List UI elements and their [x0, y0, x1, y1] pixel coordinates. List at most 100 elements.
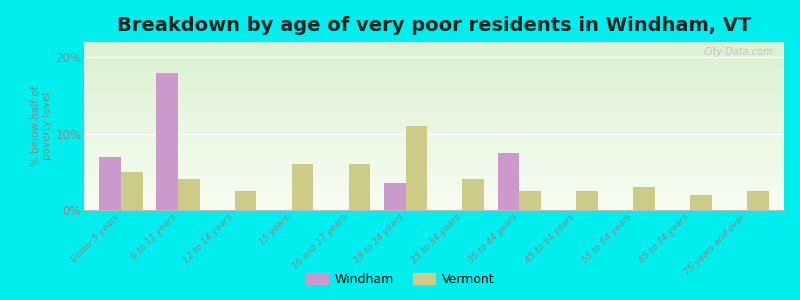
Bar — [84, 122, 784, 123]
Bar — [84, 55, 784, 56]
Bar — [84, 153, 784, 154]
Bar — [84, 93, 784, 94]
Bar — [84, 144, 784, 145]
Bar — [84, 184, 784, 185]
Bar — [84, 97, 784, 98]
Bar — [84, 160, 784, 161]
Bar — [84, 192, 784, 193]
Bar — [84, 160, 784, 161]
Bar — [84, 202, 784, 203]
Bar — [84, 105, 784, 106]
Bar — [84, 123, 784, 124]
Bar — [84, 194, 784, 195]
Bar — [84, 107, 784, 108]
Bar — [84, 120, 784, 121]
Bar — [84, 65, 784, 66]
Bar — [84, 182, 784, 183]
Bar — [84, 50, 784, 51]
Bar — [178, 179, 199, 210]
Bar — [84, 205, 784, 206]
Bar — [406, 126, 427, 210]
Bar — [84, 74, 784, 75]
Bar — [84, 89, 784, 90]
Bar — [84, 88, 784, 89]
Bar — [84, 73, 784, 74]
Bar — [84, 143, 784, 144]
Legend: Windham, Vermont: Windham, Vermont — [301, 268, 499, 291]
Bar — [84, 188, 784, 189]
Bar — [84, 86, 784, 87]
Bar — [84, 113, 784, 114]
Bar — [84, 69, 784, 70]
Bar — [292, 164, 314, 210]
Bar — [84, 176, 784, 177]
Bar — [84, 63, 784, 64]
Bar — [84, 126, 784, 127]
Bar — [84, 154, 784, 155]
Bar — [84, 208, 784, 209]
Bar — [84, 138, 784, 139]
Bar — [84, 124, 784, 125]
Bar — [84, 155, 784, 156]
Bar — [84, 202, 784, 203]
Bar — [84, 158, 784, 159]
Bar — [84, 168, 784, 169]
Bar — [84, 100, 784, 101]
Bar — [84, 196, 784, 197]
Text: City-Data.com: City-Data.com — [704, 47, 774, 57]
Bar — [84, 101, 784, 102]
Bar — [84, 116, 784, 117]
Bar — [84, 67, 784, 68]
Bar — [84, 204, 784, 205]
Bar — [84, 115, 784, 116]
Bar — [462, 179, 484, 210]
Bar — [84, 60, 784, 61]
Bar — [84, 152, 784, 153]
Bar — [84, 108, 784, 109]
Bar — [84, 141, 784, 142]
Bar — [84, 43, 784, 44]
Bar — [84, 48, 784, 49]
Bar — [84, 102, 784, 103]
Bar — [84, 58, 784, 59]
Bar — [84, 133, 784, 134]
Bar — [84, 165, 784, 166]
Bar — [84, 52, 784, 53]
Bar — [84, 195, 784, 196]
Bar — [84, 87, 784, 88]
Bar — [84, 149, 784, 150]
Bar — [84, 172, 784, 173]
Bar — [84, 82, 784, 83]
Bar — [84, 44, 784, 45]
Bar — [84, 178, 784, 179]
Bar — [84, 136, 784, 137]
Bar — [99, 157, 121, 210]
Bar — [84, 145, 784, 146]
Bar — [84, 118, 784, 119]
Bar — [84, 56, 784, 57]
Bar — [84, 109, 784, 110]
Bar — [84, 161, 784, 162]
Bar — [84, 59, 784, 60]
Bar — [84, 119, 784, 120]
Bar — [84, 142, 784, 143]
Bar — [84, 200, 784, 201]
Bar — [84, 179, 784, 180]
Bar — [84, 106, 784, 107]
Bar — [519, 191, 541, 210]
Bar — [84, 134, 784, 135]
Bar — [84, 148, 784, 149]
Bar — [84, 175, 784, 176]
Bar — [84, 170, 784, 171]
Bar — [84, 111, 784, 112]
Bar — [84, 127, 784, 128]
Title: Breakdown by age of very poor residents in Windham, VT: Breakdown by age of very poor residents … — [117, 16, 751, 35]
Bar — [84, 197, 784, 198]
Bar — [84, 131, 784, 132]
Bar — [84, 83, 784, 84]
Bar — [84, 103, 784, 104]
Bar — [84, 206, 784, 207]
Bar — [84, 51, 784, 52]
Bar — [84, 99, 784, 100]
Bar — [84, 53, 784, 54]
